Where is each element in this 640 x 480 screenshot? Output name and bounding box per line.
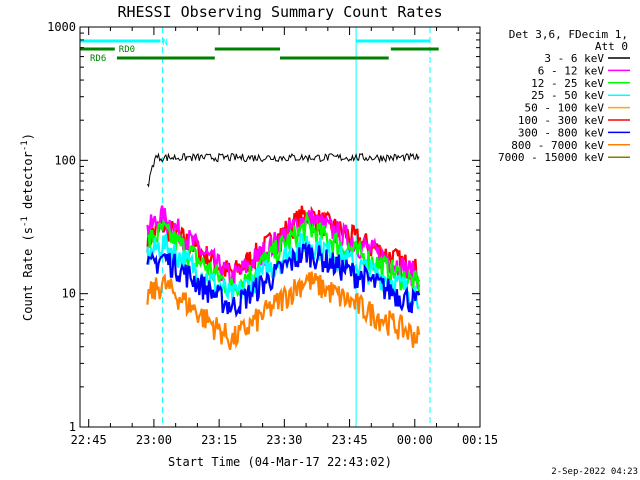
y-label-main: Count Rate (s: [21, 227, 35, 321]
x-tick-label-5: 00:00: [397, 433, 433, 447]
chart-title: RHESSI Observing Summary Count Rates: [117, 3, 442, 21]
x-tick-label-0: 22:45: [71, 433, 107, 447]
y-axis-label: Count Rate (s-1 detector-1): [20, 133, 35, 321]
legend-title-line1: Det 3,6, FDecim 1,: [509, 28, 628, 41]
legend-label-2: 12 - 25 keV: [531, 77, 604, 90]
plot-frame: [79, 26, 481, 428]
series-line-3: [146, 231, 420, 310]
y-label-sup1: -1: [20, 216, 30, 227]
legend-label-1: 6 - 12 keV: [538, 64, 605, 77]
y-tick-label-1: 10: [62, 287, 76, 301]
axes-layer: 1 10 100 1000 22:45 23:00 23:15 23:30 23:45 00:00…: [47, 20, 498, 447]
legend-label-4: 50 - 100 keV: [525, 102, 605, 115]
x-tick-label-6: 00:15: [462, 433, 498, 447]
marks-layer: N RD0 RD6: [79, 27, 439, 427]
y-tick-label-0: 1: [69, 420, 76, 434]
rd6-label: RD6: [90, 54, 106, 64]
legend-label-7: 800 - 7000 keV: [511, 139, 604, 152]
series-line-1: [146, 205, 421, 290]
legend-label-6: 300 - 800 keV: [518, 126, 604, 139]
x-tick-label-2: 23:15: [201, 433, 237, 447]
legend-label-8: 7000 - 15000 keV: [498, 151, 604, 164]
x-tick-label-1: 23:00: [136, 433, 172, 447]
legend-label-0: 3 - 6 keV: [544, 52, 604, 65]
y-label-mid: detector: [21, 151, 35, 216]
x-tick-label-4: 23:45: [332, 433, 368, 447]
series-line-7: [146, 271, 421, 350]
legend-label-5: 100 - 300 keV: [518, 114, 604, 127]
footer-date: 2-Sep-2022 04:23: [551, 467, 638, 477]
x-tick-label-3: 23:30: [266, 433, 302, 447]
legend-title-line2: Att 0: [595, 40, 628, 53]
legend-label-3: 25 - 50 keV: [531, 89, 604, 102]
series-line-0: [146, 152, 420, 188]
rd0-label: RD0: [119, 45, 135, 55]
y-tick-label-2: 100: [54, 153, 76, 167]
y-label-end: ): [21, 133, 35, 140]
x-axis-label: Start Time (04-Mar-17 22:43:02): [168, 455, 392, 469]
y-label-sup2: -1: [20, 140, 30, 151]
y-tick-label-3: 1000: [47, 20, 76, 34]
saa-label: N: [162, 38, 167, 48]
series-line-2: [146, 211, 421, 300]
series-line-6: [146, 241, 421, 318]
